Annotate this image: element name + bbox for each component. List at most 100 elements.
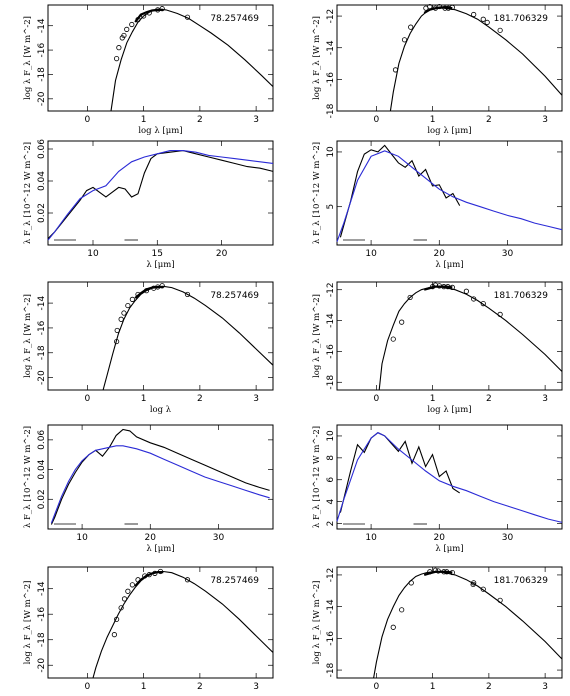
- ir-spectrum-segment: [423, 285, 453, 291]
- x-tick-label: 1: [430, 682, 436, 692]
- y-tick-label: -16: [326, 631, 336, 646]
- sed-model-curve: [373, 571, 563, 679]
- y-tick-label: -20: [37, 91, 47, 106]
- x-tick-label: 3: [542, 394, 548, 404]
- y-tick-label: -16: [37, 607, 47, 622]
- y-tick-label: -18: [326, 103, 336, 118]
- object-id-label: 181.706329: [494, 14, 549, 24]
- photometry-point: [125, 588, 131, 594]
- y-tick-label: -18: [326, 375, 336, 390]
- y-tick-label: -16: [37, 320, 47, 335]
- x-axis-label: log λ: [150, 405, 172, 415]
- y-tick-label: 0.04: [37, 459, 47, 479]
- x-tick-label: 30: [502, 533, 514, 543]
- y-tick-label: -20: [37, 370, 47, 385]
- photometry-point: [390, 624, 396, 630]
- photometry-point: [184, 577, 191, 583]
- photometry-point: [159, 6, 165, 12]
- chart-panel-4: 10 20 30 5 10 λ [μm] λ F_λ [10^-12 W m^-2]: [312, 140, 563, 270]
- x-tick-label: 20: [434, 533, 446, 543]
- x-axis-label: log λ [μm]: [427, 126, 471, 136]
- y-tick-label: 0.06: [37, 139, 47, 159]
- x-tick-label: 30: [502, 249, 514, 259]
- y-tick-label: 4: [326, 498, 336, 504]
- y-tick-label: 0.04: [37, 171, 47, 191]
- y-tick-label: -18: [37, 345, 47, 360]
- photometry-point: [471, 296, 477, 302]
- y-axis-label: log λ F_λ [W m^-2]: [23, 581, 33, 665]
- chart-panel-9: 0 1 2 3 -20 -18 -16 -14 log λ F_λ [W m^-2] 78.257…: [23, 566, 274, 692]
- y-axis-label: λ F_λ [10^-12 W m^-2]: [23, 426, 33, 528]
- x-tick-label: 0: [85, 115, 91, 125]
- y-tick-label: 8: [326, 455, 336, 461]
- x-tick-label: 10: [87, 249, 99, 259]
- y-axis-label: log λ F_λ [W m^-2]: [312, 581, 322, 665]
- y-tick-label: 2: [326, 521, 336, 527]
- chart-panel-2: 0 1 2 3 -18 -16 -14 -12 log λ [μm] log λ F_λ [W m…: [312, 3, 563, 136]
- x-tick-label: 20: [216, 249, 228, 259]
- photometry-point: [155, 7, 161, 13]
- photometry-point: [480, 300, 486, 307]
- ir-spectrum-segment: [134, 8, 164, 23]
- x-axis-label: log λ [μm]: [138, 126, 182, 136]
- photometry-point: [480, 586, 486, 592]
- photometry-point: [463, 288, 469, 294]
- photometry-point: [497, 597, 503, 603]
- plot-frame: [336, 4, 563, 112]
- photometry-point: [146, 572, 152, 578]
- photometry-point: [152, 570, 158, 576]
- photometry-point: [484, 19, 490, 26]
- photometry-point: [407, 294, 413, 301]
- x-tick-label: 10: [365, 533, 377, 543]
- y-axis-label: log λ F_λ [W m^-2]: [23, 16, 33, 100]
- photometry-point: [157, 568, 164, 575]
- photometry-point: [129, 582, 135, 588]
- y-tick-label: -14: [326, 599, 336, 614]
- x-tick-label: 10: [76, 533, 88, 543]
- chart-panel-10: 0 1 2 3 -18 -16 -14 -12 log λ F_λ [W m^-2] 181.70…: [312, 566, 563, 692]
- photometry-point: [121, 310, 127, 316]
- photometry-point: [471, 11, 477, 18]
- x-axis-label: λ [μm]: [146, 260, 174, 270]
- x-tick-label: 20: [145, 533, 157, 543]
- y-tick-label: -14: [37, 581, 47, 596]
- x-tick-label: 1: [141, 682, 147, 692]
- y-tick-label: 6: [326, 477, 336, 483]
- x-tick-label: 2: [197, 394, 203, 404]
- y-tick-label: -14: [37, 295, 47, 310]
- spectrum-series-line: [339, 144, 461, 238]
- photometry-point: [125, 302, 131, 309]
- photometry-point: [432, 567, 439, 573]
- photometry-point: [121, 596, 128, 602]
- x-tick-label: 3: [542, 115, 548, 125]
- x-tick-label: 3: [542, 682, 548, 692]
- photometry-point: [390, 336, 396, 342]
- y-axis-label: log λ F_λ [W m^-2]: [23, 294, 33, 378]
- photometry-point: [401, 37, 408, 43]
- photometry-point: [441, 569, 447, 575]
- y-axis-label: λ F_λ [10^-12 W m^-2]: [23, 142, 33, 244]
- photometry-point: [392, 67, 399, 73]
- photometry-point: [480, 16, 486, 22]
- photometry-point: [444, 569, 450, 575]
- photometry-point: [111, 632, 117, 638]
- x-tick-label: 30: [213, 533, 225, 543]
- photometry-point: [146, 10, 152, 16]
- photometry-point: [114, 327, 120, 334]
- photometry-point: [114, 616, 120, 622]
- ir-spectrum-segment: [134, 571, 164, 587]
- sed-model-curve: [110, 8, 274, 112]
- x-tick-label: 2: [197, 115, 203, 125]
- x-tick-label: 3: [253, 682, 259, 692]
- x-tick-label: 2: [486, 394, 492, 404]
- photometry-point: [118, 605, 124, 611]
- photometry-point: [399, 319, 405, 325]
- model-series-line: [50, 445, 270, 524]
- y-tick-label: -18: [326, 662, 336, 677]
- x-tick-label: 0: [374, 115, 380, 125]
- object-id-label: 181.706329: [494, 291, 549, 301]
- y-tick-label: -14: [326, 40, 336, 55]
- object-id-label: 78.257469: [210, 576, 259, 586]
- photometry-point: [184, 14, 191, 20]
